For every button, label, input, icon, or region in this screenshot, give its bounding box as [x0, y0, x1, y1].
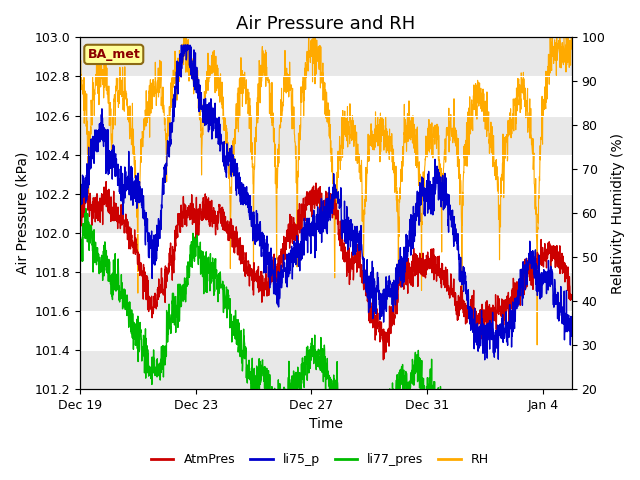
Title: Air Pressure and RH: Air Pressure and RH: [236, 15, 415, 33]
Y-axis label: Relativity Humidity (%): Relativity Humidity (%): [611, 133, 625, 294]
Bar: [80, 116, 572, 155]
Text: BA_met: BA_met: [88, 48, 140, 61]
Bar: [80, 194, 572, 233]
X-axis label: Time: Time: [309, 418, 343, 432]
Bar: [80, 272, 572, 311]
Bar: [80, 37, 572, 76]
Legend: AtmPres, li75_p, li77_pres, RH: AtmPres, li75_p, li77_pres, RH: [146, 448, 494, 471]
Bar: [80, 350, 572, 389]
Y-axis label: Air Pressure (kPa): Air Pressure (kPa): [15, 152, 29, 275]
